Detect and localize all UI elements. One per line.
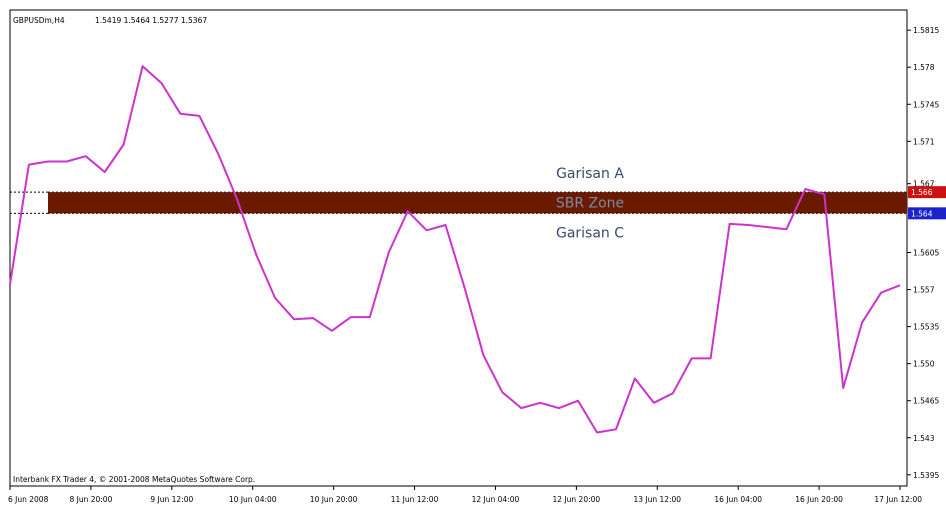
price-tick-label: 1.5535 bbox=[913, 323, 939, 332]
time-tick-label: 13 Jun 12:00 bbox=[633, 495, 681, 504]
price-tick-label: 1.5605 bbox=[913, 249, 939, 258]
time-tick-label: 6 Jun 2008 bbox=[8, 495, 49, 504]
zone-lower-price-tag bbox=[908, 207, 946, 220]
sbr-zone-band bbox=[48, 192, 907, 214]
price-axis: 1.5815 1.578 1.5745 1.571 1.567 1.5605 1.557 1.… bbox=[907, 26, 946, 480]
zone-upper-price-tag bbox=[908, 186, 946, 199]
time-axis: 6 Jun 2008 8 Jun 20:00 9 Jun 12:00 10 Jun 0… bbox=[8, 486, 922, 504]
sbr-zone-group: Garisan A SBR Zone Garisan C bbox=[10, 166, 907, 241]
garisan-c-label: Garisan C bbox=[556, 225, 624, 241]
time-tick-label: 17 Jun 12:00 bbox=[874, 495, 922, 504]
price-tick-label: 1.550 bbox=[913, 360, 935, 369]
chart-frame bbox=[9, 9, 908, 487]
price-tick-label: 1.557 bbox=[913, 286, 935, 295]
time-tick-label: 12 Jun 04:00 bbox=[472, 495, 520, 504]
price-tick-label: 1.5395 bbox=[913, 471, 939, 480]
symbol-header: GBPUSDm,H4 bbox=[13, 16, 65, 25]
time-tick-label: 9 Jun 12:00 bbox=[150, 495, 193, 504]
time-tick-label: 8 Jun 20:00 bbox=[69, 495, 112, 504]
price-tick-label: 1.5465 bbox=[913, 397, 939, 406]
price-tick-label: 1.5745 bbox=[913, 100, 939, 109]
price-tick-label: 1.567 bbox=[913, 180, 935, 189]
time-tick-label: 10 Jun 04:00 bbox=[229, 495, 277, 504]
price-line bbox=[9, 65, 901, 434]
zone-upper-price-label: 1.566 bbox=[911, 188, 933, 197]
price-tick-label: 1.5815 bbox=[913, 26, 939, 35]
sbr-zone-label: SBR Zone bbox=[556, 196, 624, 212]
time-tick-label: 16 Jun 20:00 bbox=[795, 495, 843, 504]
quote-header: 1.5419 1.5464 1.5277 1.5367 bbox=[95, 16, 207, 25]
time-tick-label: 11 Jun 12:00 bbox=[391, 495, 439, 504]
zone-lower-price-label: 1.564 bbox=[911, 209, 933, 218]
copyright-footer: Interbank FX Trader 4, © 2001-2008 MetaQ… bbox=[13, 475, 255, 484]
price-tick-label: 1.578 bbox=[913, 63, 935, 72]
time-tick-label: 10 Jun 20:00 bbox=[310, 495, 358, 504]
time-tick-label: 12 Jun 20:00 bbox=[553, 495, 601, 504]
series-line-group bbox=[9, 65, 901, 434]
price-tick-label: 1.543 bbox=[913, 434, 935, 443]
price-tick-label: 1.571 bbox=[913, 137, 935, 146]
garisan-a-label: Garisan A bbox=[556, 166, 624, 182]
time-tick-label: 16 Jun 04:00 bbox=[714, 495, 762, 504]
